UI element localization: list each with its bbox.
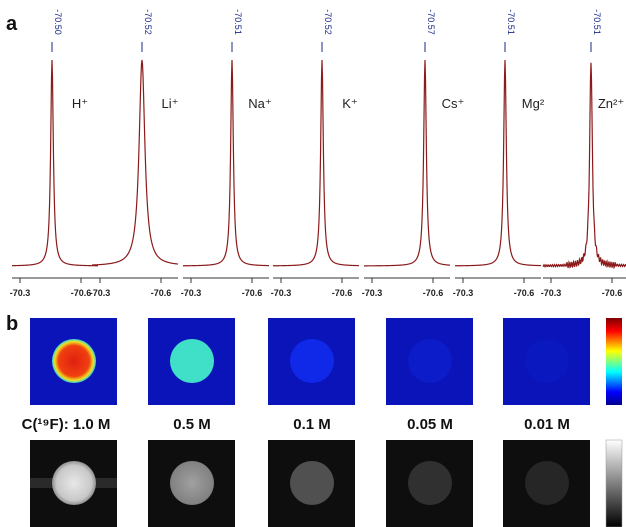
concentration-label: C(¹⁹F): 1.0 M xyxy=(22,416,111,433)
tick-label: -70.3 xyxy=(90,288,111,298)
ion-label: Zn²⁺ xyxy=(598,96,624,111)
spectrum xyxy=(183,60,269,266)
figure: a b -70.3-70.6-70.50H⁺-70.3-70.6-70.52Li… xyxy=(0,0,626,527)
tick-label: -70.3 xyxy=(541,288,562,298)
peak-label: -70.51 xyxy=(233,9,243,35)
tick-label: -70.6 xyxy=(332,288,353,298)
panel-label: b xyxy=(6,313,18,335)
colorbar xyxy=(606,440,622,527)
peak-label: -70.51 xyxy=(592,9,602,35)
sample-spot xyxy=(408,339,452,383)
spectrum xyxy=(273,60,359,266)
concentration-label: 0.1 M xyxy=(293,416,331,433)
peak-label: -70.52 xyxy=(143,9,153,35)
tick-label: -70.6 xyxy=(71,288,92,298)
tick-label: -70.3 xyxy=(362,288,383,298)
sample-spot xyxy=(52,339,96,383)
ion-label: Mg² xyxy=(522,96,545,111)
spectrum xyxy=(543,63,626,268)
sample-spot xyxy=(290,461,334,505)
panel-label: a xyxy=(6,13,18,35)
spectrum xyxy=(12,60,98,266)
tick-label: -70.3 xyxy=(181,288,202,298)
sample-spot xyxy=(525,461,569,505)
peak-label: -70.57 xyxy=(426,9,436,35)
sample-spot xyxy=(290,339,334,383)
peak-label: -70.51 xyxy=(506,9,516,35)
tick-label: -70.6 xyxy=(514,288,535,298)
colorbar xyxy=(606,318,622,405)
peak-label: -70.50 xyxy=(53,9,63,35)
concentration-label: 0.05 M xyxy=(407,416,453,433)
ion-label: Li⁺ xyxy=(162,96,179,111)
tick-label: -70.3 xyxy=(271,288,292,298)
sample-spot xyxy=(408,461,452,505)
ion-label: Na⁺ xyxy=(248,96,271,111)
ion-label: Cs⁺ xyxy=(442,96,465,111)
sample-spot xyxy=(525,339,569,383)
sample-spot xyxy=(170,339,214,383)
spectrum xyxy=(92,60,178,265)
tick-label: -70.6 xyxy=(423,288,444,298)
sample-spot xyxy=(170,461,214,505)
ion-label: H⁺ xyxy=(72,96,88,111)
sample-spot xyxy=(52,461,96,505)
spectrum xyxy=(364,60,450,266)
tick-label: -70.6 xyxy=(242,288,263,298)
spectrum xyxy=(455,60,541,266)
ion-label: K⁺ xyxy=(342,96,358,111)
tick-label: -70.3 xyxy=(453,288,474,298)
concentration-label: 0.5 M xyxy=(173,416,211,433)
concentration-label: 0.01 M xyxy=(524,416,570,433)
tick-label: -70.6 xyxy=(151,288,172,298)
tick-label: -70.3 xyxy=(10,288,31,298)
tick-label: -70.6 xyxy=(602,288,623,298)
peak-label: -70.52 xyxy=(323,9,333,35)
